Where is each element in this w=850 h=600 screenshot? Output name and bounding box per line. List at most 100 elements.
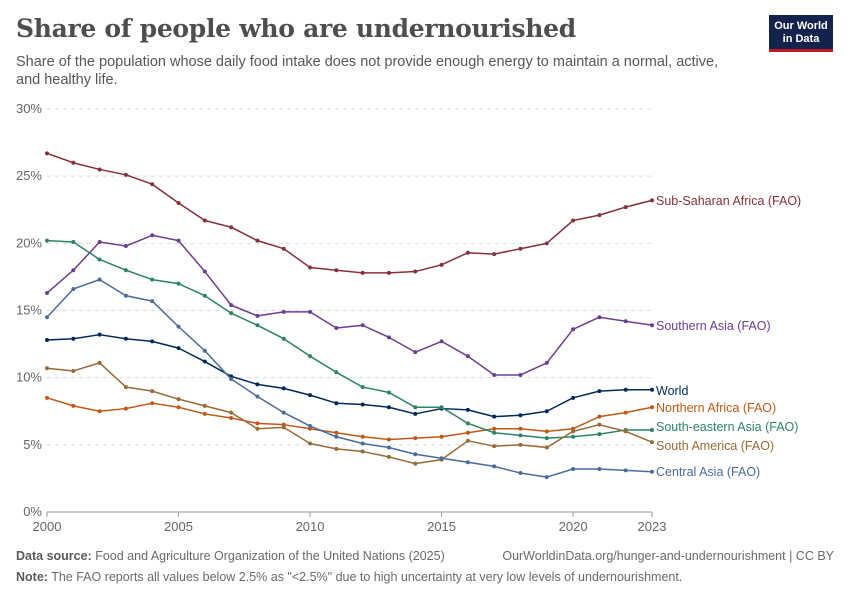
data-point[interactable] [386,390,391,395]
data-point[interactable] [465,460,470,465]
data-point[interactable] [176,346,181,351]
data-point[interactable] [597,414,602,419]
data-point[interactable] [544,429,549,434]
data-point[interactable] [571,434,576,439]
data-point[interactable] [492,414,497,419]
data-point[interactable] [465,407,470,412]
data-point[interactable] [202,293,207,298]
data-point[interactable] [150,299,155,304]
data-point[interactable] [308,265,313,270]
data-point[interactable] [492,426,497,431]
data-point[interactable] [150,277,155,282]
data-point[interactable] [281,410,286,415]
data-point[interactable] [518,471,523,476]
data-point[interactable] [439,405,444,410]
source-text[interactable]: Food and Agriculture Organization of the… [95,549,445,563]
data-point[interactable] [308,441,313,446]
data-point[interactable] [97,360,102,365]
data-point[interactable] [413,452,418,457]
data-point[interactable] [544,360,549,365]
data-point[interactable] [650,469,654,474]
data-point[interactable] [544,436,549,441]
data-point[interactable] [97,332,102,337]
data-point[interactable] [255,394,260,399]
data-point[interactable] [255,313,260,318]
data-point[interactable] [413,405,418,410]
data-point[interactable] [465,438,470,443]
series-line[interactable] [46,239,652,439]
data-point[interactable] [544,445,549,450]
data-point[interactable] [386,270,391,275]
data-point[interactable] [492,372,497,377]
data-point[interactable] [123,406,128,411]
data-point[interactable] [650,387,654,392]
data-point[interactable] [71,268,76,273]
data-point[interactable] [386,445,391,450]
data-point[interactable] [518,413,523,418]
data-point[interactable] [413,350,418,355]
data-point[interactable] [413,269,418,274]
data-point[interactable] [334,430,339,435]
data-point[interactable] [386,405,391,410]
data-point[interactable] [439,262,444,267]
data-point[interactable] [360,385,365,390]
data-point[interactable] [97,167,102,172]
data-point[interactable] [281,386,286,391]
data-point[interactable] [150,401,155,406]
data-point[interactable] [202,359,207,364]
series-line[interactable] [46,234,653,376]
data-point[interactable] [123,268,128,273]
data-point[interactable] [597,389,602,394]
data-point[interactable] [518,426,523,431]
data-point[interactable] [229,225,234,230]
data-point[interactable] [360,270,365,275]
data-point[interactable] [45,395,49,400]
data-point[interactable] [255,323,260,328]
data-point[interactable] [386,335,391,340]
data-point[interactable] [176,405,181,410]
data-point[interactable] [123,172,128,177]
data-point[interactable] [650,440,654,445]
data-point[interactable] [176,281,181,286]
data-point[interactable] [650,198,654,203]
data-point[interactable] [71,336,76,341]
data-point[interactable] [255,426,260,431]
data-point[interactable] [413,436,418,441]
data-point[interactable] [623,410,628,415]
data-point[interactable] [360,441,365,446]
data-point[interactable] [150,339,155,344]
data-point[interactable] [465,430,470,435]
data-point[interactable] [492,430,497,435]
data-point[interactable] [439,434,444,439]
data-point[interactable] [202,411,207,416]
data-point[interactable] [413,411,418,416]
data-point[interactable] [571,327,576,332]
data-point[interactable] [597,213,602,218]
data-point[interactable] [123,385,128,390]
data-point[interactable] [308,309,313,314]
data-point[interactable] [45,338,49,343]
data-point[interactable] [176,397,181,402]
data-point[interactable] [281,425,286,430]
data-point[interactable] [229,377,234,382]
data-point[interactable] [229,311,234,316]
data-point[interactable] [571,467,576,472]
data-point[interactable] [150,233,155,238]
data-point[interactable] [623,319,628,324]
data-point[interactable] [492,252,497,257]
owid-logo[interactable]: Our World in Data [769,15,833,52]
data-point[interactable] [465,250,470,255]
data-point[interactable] [281,309,286,314]
data-point[interactable] [597,467,602,472]
data-point[interactable] [465,421,470,426]
data-point[interactable] [202,218,207,223]
data-point[interactable] [360,323,365,328]
data-point[interactable] [202,348,207,353]
series-line[interactable] [46,397,653,441]
source-url[interactable]: OurWorldinData.org/hunger-and-undernouri… [502,549,834,563]
data-point[interactable] [97,257,102,262]
data-point[interactable] [386,437,391,442]
data-point[interactable] [97,409,102,414]
series-line[interactable] [46,362,653,465]
data-point[interactable] [360,434,365,439]
